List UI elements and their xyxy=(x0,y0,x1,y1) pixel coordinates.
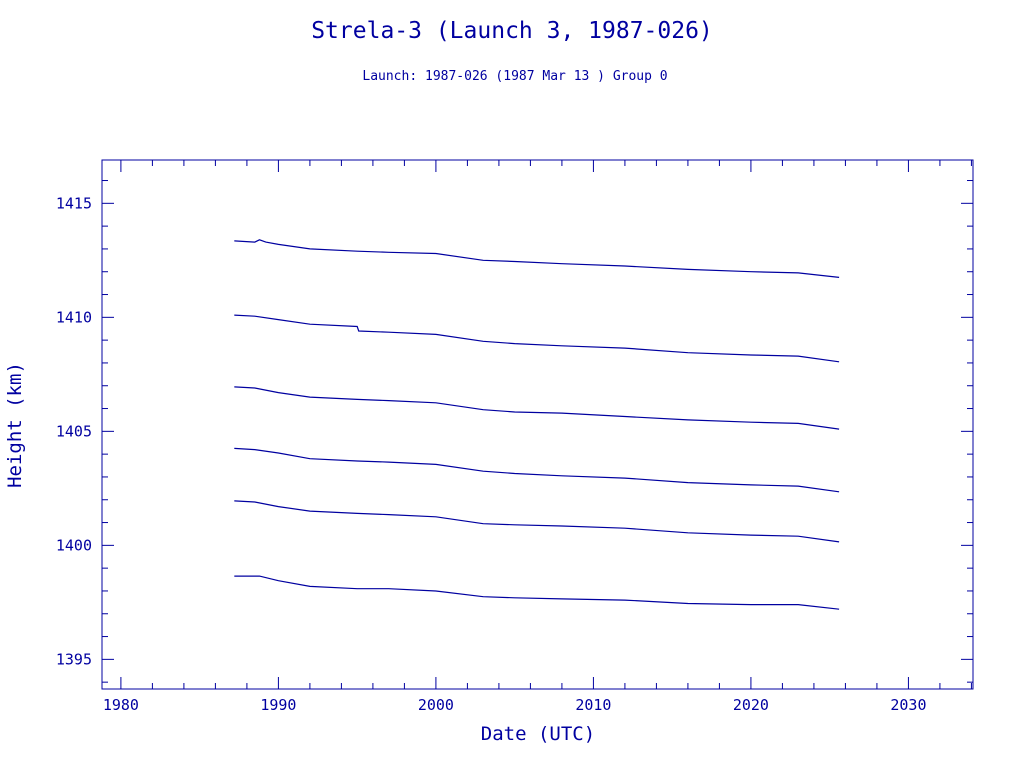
x-tick-label: 2000 xyxy=(418,696,454,714)
series-line-6 xyxy=(234,575,840,610)
series-layer xyxy=(234,239,840,610)
x-tick-label: 1980 xyxy=(103,696,139,714)
plot-frame xyxy=(101,159,974,690)
y-tick-label: 1410 xyxy=(56,308,92,326)
x-tick-label: 2030 xyxy=(890,696,926,714)
x-axis-ticks xyxy=(120,160,972,689)
y-tick-label: 1400 xyxy=(56,536,92,554)
chart-subtitle: Launch: 1987-026 (1987 Mar 13 ) Group 0 xyxy=(362,69,667,84)
y-tick-label: 1395 xyxy=(56,650,92,668)
y-axis-label: Height (km) xyxy=(4,362,26,488)
x-tick-label: 1990 xyxy=(260,696,296,714)
x-axis-label: Date (UTC) xyxy=(481,723,595,745)
y-axis-ticks xyxy=(102,180,973,683)
x-tick-label: 2010 xyxy=(575,696,611,714)
chart-title: Strela-3 (Launch 3, 1987-026) xyxy=(311,18,713,44)
series-line-1 xyxy=(234,239,840,278)
series-line-5 xyxy=(234,500,840,543)
y-tick-label: 1405 xyxy=(56,422,92,440)
series-line-4 xyxy=(234,447,840,493)
x-axis-tick-labels: 1980 1990 2000 2010 2020 2030 xyxy=(103,696,927,714)
y-axis-tick-labels: 1395 1400 1405 1410 1415 xyxy=(56,194,92,668)
series-line-3 xyxy=(234,386,840,430)
y-tick-label: 1415 xyxy=(56,194,92,212)
series-line-2 xyxy=(234,314,840,363)
x-tick-label: 2020 xyxy=(733,696,769,714)
